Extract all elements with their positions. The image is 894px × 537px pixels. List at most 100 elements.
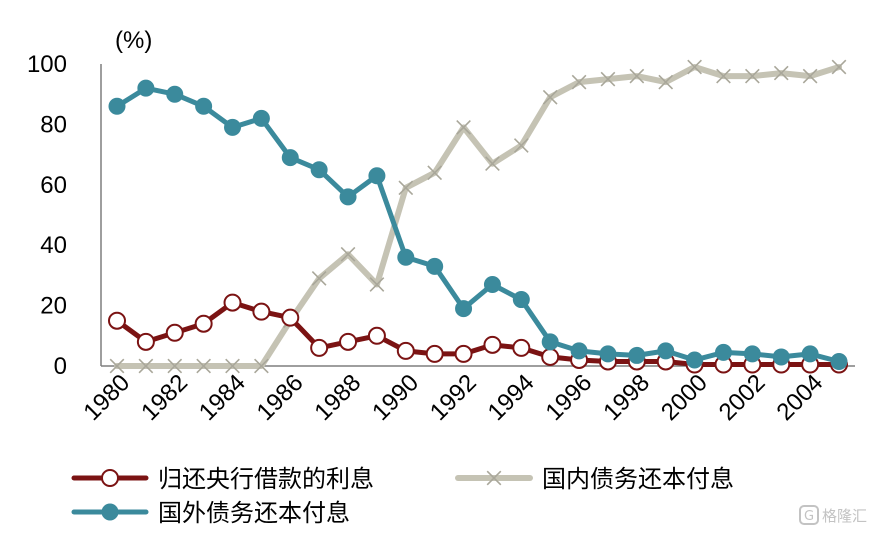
x-tick-label: 1984 — [194, 369, 251, 426]
watermark-text: 格隆汇 — [822, 507, 867, 525]
data-point — [165, 323, 184, 342]
data-point — [542, 89, 558, 105]
x-tick-label: 1998 — [598, 369, 655, 426]
data-point — [687, 59, 702, 75]
legend-label: 国内债务还本付息 — [542, 465, 734, 493]
y-tick-labels: 0 20 40 60 80 100 — [27, 51, 67, 380]
y-unit-label: (%) — [115, 27, 152, 54]
x-tick-label: 2002 — [714, 369, 771, 426]
y-tick-label: 20 — [40, 293, 67, 320]
data-point — [223, 293, 242, 312]
y-tick-label: 0 — [54, 353, 67, 380]
data-point — [716, 68, 731, 84]
y-tick-label: 80 — [40, 111, 67, 138]
data-point — [368, 167, 386, 185]
data-point — [570, 342, 588, 360]
data-point — [340, 246, 356, 262]
y-tick-label: 40 — [40, 232, 67, 259]
data-point — [195, 97, 213, 115]
data-point — [425, 344, 444, 363]
data-point — [167, 358, 183, 374]
legend-item: 国内债务还本付息 — [455, 465, 734, 493]
data-point — [455, 300, 473, 318]
data-point — [513, 138, 529, 153]
y-tick-label: 60 — [40, 172, 67, 199]
series-3 — [108, 79, 848, 370]
data-point — [427, 165, 443, 181]
data-point — [194, 314, 213, 333]
data-point — [396, 341, 415, 360]
data-point — [339, 332, 358, 351]
x-tick-label: 1992 — [425, 369, 482, 426]
data-point — [310, 161, 328, 179]
data-point — [629, 68, 645, 84]
data-point — [483, 275, 501, 293]
data-point — [166, 85, 184, 103]
x-tick-label: 2000 — [656, 369, 713, 426]
data-point — [686, 351, 704, 369]
x-tick-label: 1986 — [252, 369, 309, 426]
data-point — [196, 358, 212, 374]
data-point — [108, 311, 126, 330]
x-tick-labels: 1980 1982 1984 1986 1988 1990 1992 1994 1996 1998… — [78, 369, 828, 426]
data-point — [512, 338, 531, 357]
data-point — [137, 79, 155, 97]
legend-label: 归还央行借款的利息 — [158, 465, 374, 493]
x-tick-label: 2004 — [772, 369, 829, 426]
data-point — [426, 257, 444, 275]
data-point — [773, 65, 789, 81]
data-point — [224, 118, 242, 136]
legend-item: 国外债务还本付息 — [71, 499, 350, 527]
g-logo-icon — [799, 505, 819, 525]
legend-label: 国外债务还本付息 — [158, 499, 350, 527]
data-point — [138, 358, 154, 374]
data-point — [281, 308, 300, 327]
data-point — [743, 345, 761, 363]
data-point — [108, 97, 126, 115]
data-point — [599, 345, 617, 363]
data-point — [658, 74, 674, 90]
x-tick-label: 1994 — [483, 369, 540, 426]
data-point — [101, 469, 119, 487]
data-point — [714, 343, 732, 361]
data-point — [456, 120, 471, 135]
data-point — [311, 271, 327, 286]
data-point — [485, 156, 500, 172]
data-point — [744, 68, 760, 84]
watermark: G 格隆汇 — [799, 505, 867, 525]
data-point — [657, 342, 675, 360]
series-line — [114, 64, 842, 369]
data-point — [397, 248, 415, 266]
data-point — [486, 470, 502, 486]
series-2 — [109, 59, 847, 374]
data-point — [541, 347, 560, 366]
data-point — [398, 180, 414, 196]
data-point — [571, 74, 587, 90]
x-tick-label: 1988 — [309, 369, 366, 426]
data-point — [339, 188, 357, 206]
x-tick-label: 1996 — [540, 369, 597, 426]
data-point — [512, 291, 530, 309]
g-logo-glyph: G — [804, 509, 814, 524]
data-point — [252, 109, 270, 127]
axes — [100, 64, 855, 367]
data-point — [628, 346, 646, 364]
data-point — [101, 503, 119, 521]
data-point — [772, 348, 790, 366]
x-tick-label: 1980 — [78, 369, 135, 426]
data-point — [454, 344, 473, 363]
data-point — [600, 71, 616, 87]
data-point — [830, 352, 848, 370]
data-point — [281, 149, 299, 167]
data-point — [109, 358, 125, 374]
x-tick-label: 1982 — [136, 369, 193, 426]
data-point — [136, 332, 155, 351]
legend-item: 归还央行借款的利息 — [71, 465, 374, 493]
data-point — [225, 358, 240, 374]
data-point — [367, 326, 386, 345]
data-point — [310, 338, 329, 357]
series-1 — [108, 293, 848, 374]
x-tick-label: 1990 — [367, 369, 424, 426]
